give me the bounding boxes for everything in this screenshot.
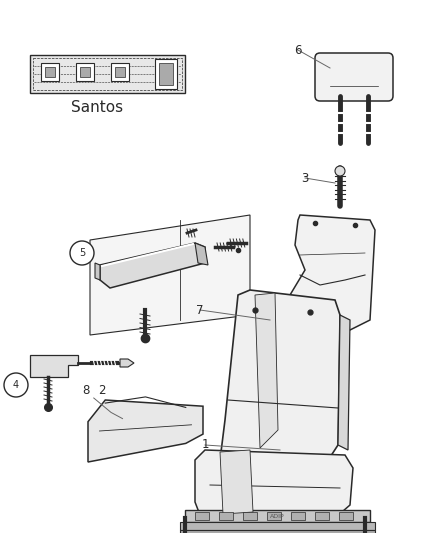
Bar [159,63,173,85]
Polygon shape [120,359,134,367]
Text: 4: 4 [13,380,19,390]
Text: 5: 5 [79,248,85,258]
Bar [45,67,55,77]
Text: 2: 2 [98,384,106,397]
Text: 8: 8 [82,384,89,397]
Bar [180,522,375,530]
Bar [76,63,94,81]
Bar [155,59,177,89]
Circle shape [335,166,345,176]
Bar [115,67,125,77]
Text: 1: 1 [201,439,209,451]
Text: 3: 3 [301,172,309,184]
Bar [111,63,129,81]
Polygon shape [290,215,375,330]
Bar [30,55,185,93]
Polygon shape [195,450,353,518]
Bar [80,67,90,77]
Bar [195,512,209,520]
Polygon shape [90,215,250,335]
Bar [267,512,281,520]
Bar [41,63,59,81]
Circle shape [70,241,94,265]
Circle shape [4,373,28,397]
Bar [33,58,182,90]
Bar [185,510,370,522]
Bar [291,512,305,520]
Bar [180,530,375,533]
Polygon shape [220,290,340,478]
Polygon shape [100,243,205,288]
Polygon shape [255,293,278,448]
Polygon shape [30,355,78,377]
Polygon shape [95,263,100,280]
Text: 7: 7 [196,303,204,317]
Text: Santos: Santos [71,100,124,115]
Text: 6: 6 [294,44,302,56]
FancyBboxPatch shape [315,53,393,101]
Polygon shape [88,400,203,462]
Text: ADIP: ADIP [270,513,284,519]
Bar [339,512,353,520]
Bar [315,512,329,520]
Polygon shape [195,243,208,265]
Polygon shape [220,450,253,514]
Bar [243,512,257,520]
Polygon shape [338,315,350,450]
Bar [219,512,233,520]
